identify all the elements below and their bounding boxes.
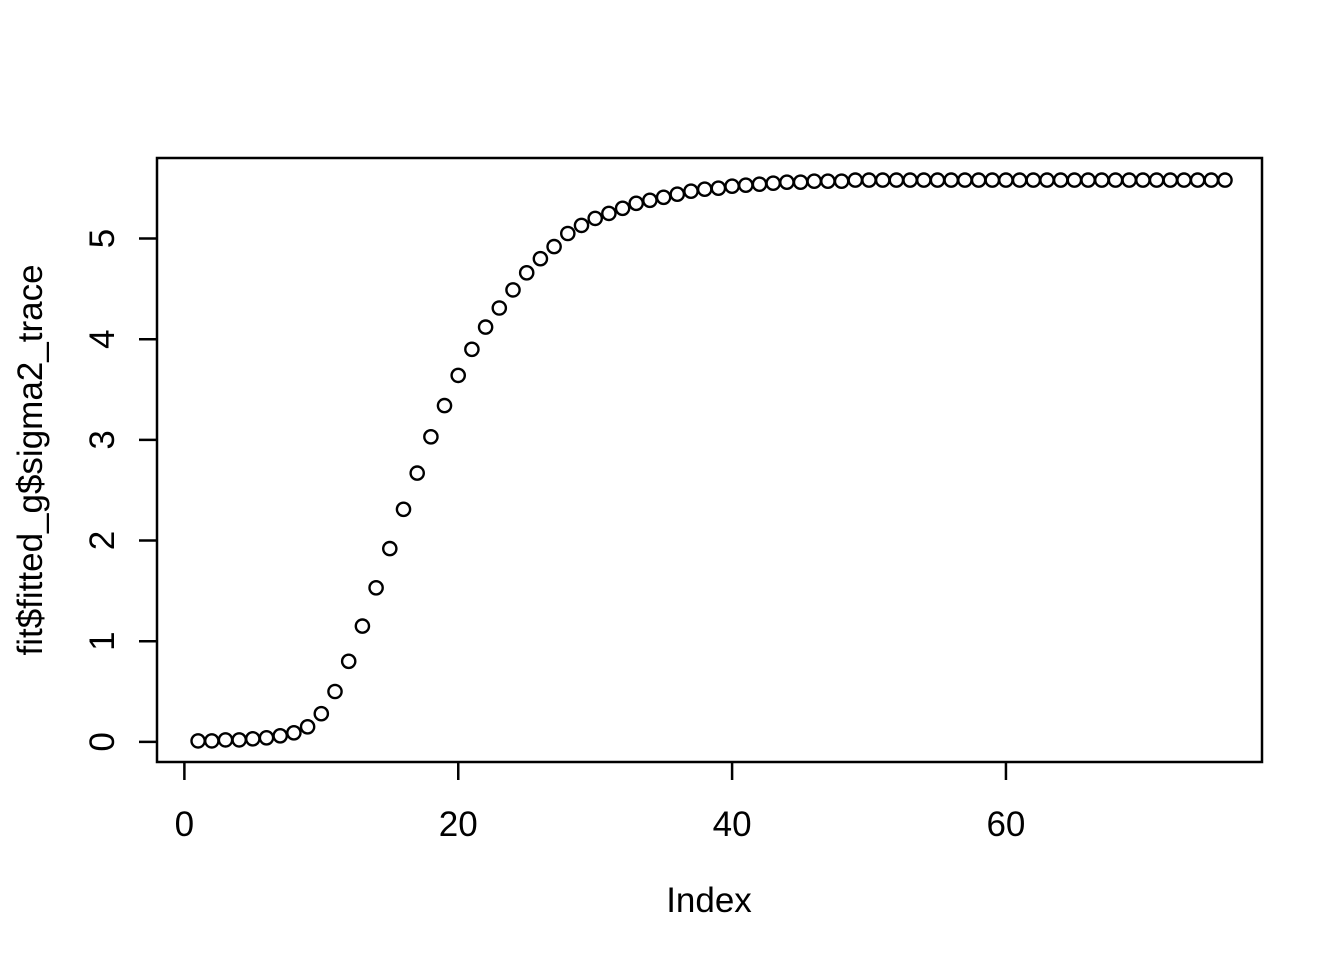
data-point: [381, 540, 398, 557]
data-point: [1080, 172, 1096, 188]
data-point: [354, 618, 371, 634]
y-tick-label: 3: [83, 430, 122, 449]
y-tick-label: 1: [83, 631, 122, 650]
data-point: [1011, 172, 1028, 188]
data-point: [1052, 172, 1069, 188]
y-tick-label: 5: [83, 229, 122, 248]
data-point: [532, 250, 549, 267]
data-point: [395, 501, 412, 518]
data-point: [655, 189, 672, 206]
data-point: [1135, 172, 1151, 188]
data-point: [450, 367, 467, 384]
data-point: [423, 428, 439, 445]
data-point: [190, 733, 206, 749]
data-point: [272, 728, 289, 744]
data-point: [286, 725, 302, 741]
data-point: [546, 238, 562, 255]
data-point: [888, 172, 905, 188]
data-point: [409, 465, 426, 481]
data-point: [327, 683, 343, 700]
data-point: [902, 172, 918, 188]
data-point: [628, 195, 645, 212]
data-point: [847, 172, 864, 188]
data-point: [820, 173, 836, 189]
data-point: [477, 319, 494, 335]
data-point: [601, 205, 617, 222]
data-point: [203, 733, 220, 749]
data-point: [943, 172, 960, 188]
data-point: [1189, 172, 1206, 188]
data-point: [1176, 172, 1192, 188]
data-point: [573, 217, 590, 234]
data-point: [1039, 172, 1055, 188]
data-point: [340, 653, 357, 670]
data-point: [765, 175, 782, 191]
data-point: [916, 172, 932, 188]
data-point: [244, 731, 261, 747]
data-point: [984, 172, 1001, 188]
data-point: [957, 172, 973, 188]
data-point: [861, 172, 877, 188]
data-point: [1203, 172, 1220, 188]
data-point: [614, 200, 631, 217]
data-point: [368, 580, 384, 596]
y-tick-label: 0: [83, 732, 122, 751]
x-tick-label: 0: [175, 805, 194, 844]
data-point: [710, 180, 727, 196]
y-tick-label: 2: [83, 531, 122, 550]
data-point: [779, 174, 795, 190]
y-tick-label: 4: [83, 329, 122, 348]
data-point: [436, 397, 453, 414]
x-tick-label: 60: [986, 805, 1025, 844]
data-point: [669, 186, 686, 202]
data-point: [1094, 172, 1110, 188]
data-point: [231, 732, 247, 748]
data-point: [518, 264, 535, 281]
data-point: [299, 719, 316, 735]
data-point: [587, 210, 604, 227]
data-point: [1121, 172, 1137, 188]
data-point: [505, 282, 521, 298]
data-point: [1025, 172, 1042, 188]
plot-box: [155, 156, 1264, 764]
y-axis: 0 1 2 3 4 5: [83, 229, 157, 752]
data-point: [970, 172, 987, 188]
x-tick-label: 40: [713, 805, 752, 844]
data-point: [874, 172, 891, 188]
data-point: [1107, 172, 1124, 188]
data-point: [1066, 172, 1083, 188]
data-point: [696, 181, 713, 197]
x-tick-label: 20: [439, 805, 478, 844]
data-point: [998, 172, 1014, 188]
data-point: [258, 730, 275, 746]
data-point: [642, 192, 658, 209]
data-point: [1217, 172, 1233, 188]
x-axis: 0 20 40 60: [175, 762, 1025, 844]
data-point: [751, 176, 768, 192]
data-point: [806, 173, 823, 189]
data-point: [464, 341, 480, 358]
data-point: [491, 300, 508, 316]
data-point: [560, 225, 576, 242]
data-point: [313, 705, 330, 722]
x-axis-title: Index: [666, 881, 752, 920]
data-point: [792, 174, 809, 190]
data-points: [190, 172, 1233, 749]
data-point: [683, 183, 699, 199]
data-point: [724, 178, 740, 194]
y-axis-title: fit$fitted_g$sigma2_trace: [11, 264, 50, 655]
data-point: [738, 177, 754, 193]
data-point: [833, 173, 850, 189]
data-point: [1162, 172, 1179, 188]
data-point: [929, 172, 946, 188]
data-point: [1148, 172, 1165, 188]
data-point: [217, 732, 234, 748]
